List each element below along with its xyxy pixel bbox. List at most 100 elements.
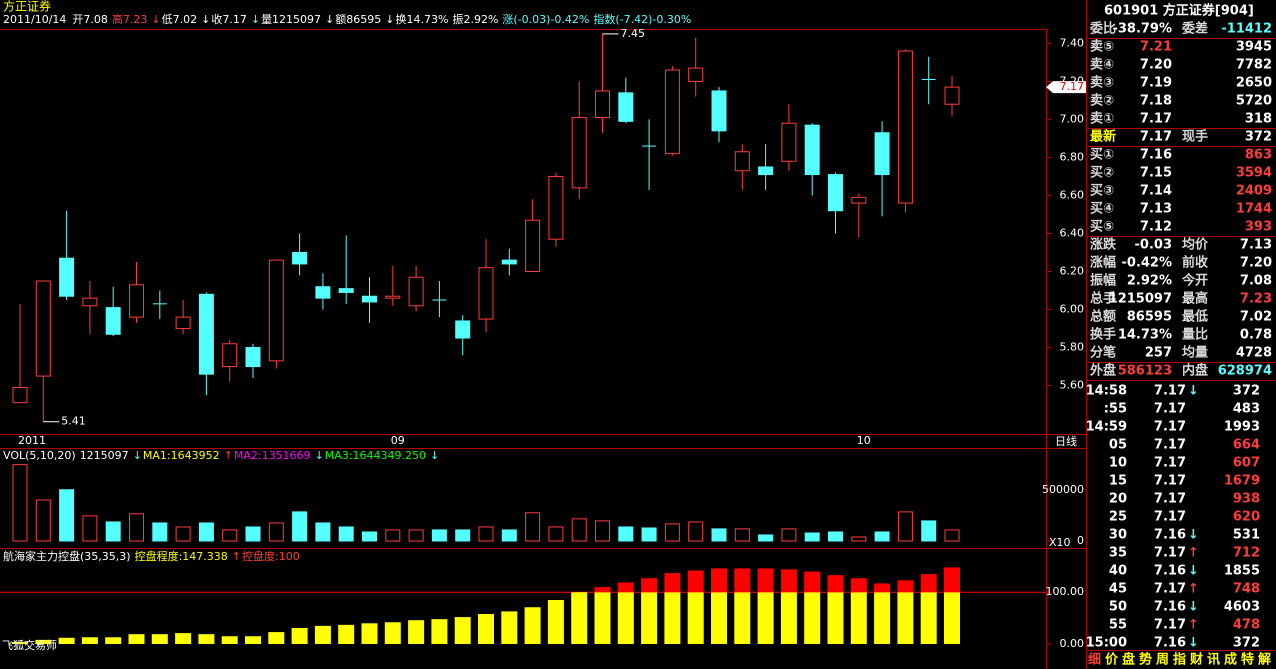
control-bar (431, 619, 448, 644)
control-bar-over (757, 568, 774, 593)
control-bar (757, 592, 774, 644)
stat-value: 257 (1145, 346, 1172, 361)
tab[interactable]: 细 (1088, 652, 1101, 668)
book-price: 7.13 (1140, 202, 1172, 217)
control-bar (850, 592, 867, 644)
volume-bar (804, 532, 820, 542)
tab[interactable]: 周 (1156, 653, 1169, 668)
trade-arrow: ↓ (1188, 384, 1199, 399)
control-bar (12, 641, 28, 644)
volume-bar (82, 515, 98, 542)
volume-bar (198, 522, 214, 542)
stat-label: 最低 (1182, 309, 1208, 325)
candle-body (501, 259, 517, 265)
stat-value: 4728 (1236, 346, 1272, 361)
candle-body (105, 307, 121, 335)
control-bar-over (711, 568, 727, 593)
tab[interactable]: 财 (1190, 652, 1203, 668)
volume-bar (362, 531, 377, 542)
control-bar-over (617, 582, 634, 593)
trade-price: 7.17 (1154, 510, 1186, 525)
y-tick-label: 500000 (1042, 483, 1084, 496)
candle-body (897, 50, 913, 204)
stat-value: 7.08 (1240, 274, 1272, 289)
control-bar (268, 632, 285, 644)
control-bar (338, 624, 355, 644)
x-tick-label: 09 (391, 434, 405, 447)
candle-body (571, 117, 587, 189)
tab[interactable]: 指 (1173, 652, 1186, 668)
candle-body (478, 267, 494, 320)
candle-body (315, 286, 331, 299)
trade-time: 05 (1109, 438, 1127, 453)
control-bar (81, 637, 98, 644)
tab[interactable]: 特 (1241, 652, 1254, 668)
candle-body (362, 295, 377, 303)
volume-bar (315, 522, 331, 542)
trade-price: 7.17 (1154, 420, 1186, 435)
stat-label: 总额 (1090, 309, 1116, 325)
stat-value: 7.23 (1240, 292, 1272, 307)
trade-price: 7.16 (1154, 636, 1186, 651)
trade-time: 20 (1109, 492, 1127, 507)
stat-label: 均价 (1182, 237, 1209, 253)
control-bar (361, 623, 378, 644)
trade-time: 25 (1109, 510, 1127, 525)
trade-volume: 938 (1233, 492, 1260, 507)
stat-value: 86595 (1127, 310, 1172, 325)
book-label: 卖② (1090, 93, 1114, 109)
trade-time: 14:59 (1086, 420, 1127, 435)
header-item: ↓ (385, 13, 394, 26)
header-item: 低7.02 (162, 13, 198, 26)
control-bar (524, 607, 541, 644)
volume-bar (688, 521, 704, 542)
control-bar (175, 633, 192, 644)
book-price: 7.18 (1140, 94, 1172, 109)
legend-item: 控盘程度:147.338 (135, 549, 228, 563)
stat-label: 涨幅 (1089, 255, 1116, 271)
stat-label: 最新 (1090, 129, 1116, 145)
tab[interactable]: 盘 (1122, 652, 1135, 668)
control-bar (198, 634, 215, 644)
tab[interactable]: 势 (1139, 652, 1152, 668)
y-tick-label: 5.60 (1060, 379, 1085, 392)
tab[interactable]: 解 (1257, 652, 1271, 668)
candle-body (245, 347, 261, 368)
book-price: 7.16 (1140, 148, 1172, 163)
legend-item: 航海家主力控盘(35,35,3) (3, 549, 131, 563)
book-volume: 318 (1245, 112, 1272, 127)
volume-bar (944, 529, 960, 542)
legend-item: ↓ (430, 449, 439, 462)
tab[interactable]: 成 (1224, 652, 1237, 668)
control-bar (408, 620, 425, 644)
book-price: 7.20 (1140, 58, 1172, 73)
header-item: 振2.92% (452, 12, 498, 26)
trade-price: 7.17 (1154, 618, 1186, 633)
trade-time: 30 (1109, 528, 1127, 543)
book-volume: 3594 (1236, 166, 1272, 181)
legend-item: 控盘度:100 (242, 549, 300, 563)
trade-arrow: ↑ (1188, 618, 1199, 633)
trade-price: 7.16 (1154, 600, 1186, 615)
trade-arrow: ↓ (1188, 528, 1199, 543)
trade-volume: 531 (1233, 528, 1260, 543)
candle-body (12, 386, 28, 404)
volume-bar (478, 526, 494, 542)
tab[interactable]: 讯 (1207, 653, 1220, 668)
stat-value: 2.92% (1127, 274, 1172, 289)
stat-value: -38.79% (1112, 22, 1172, 37)
stat-label: 最高 (1182, 291, 1208, 307)
book-volume: 2650 (1236, 76, 1272, 91)
period-label: 日线 (1055, 434, 1077, 448)
stat-value: 1215097 (1109, 292, 1172, 307)
trade-time: 15 (1109, 474, 1127, 489)
trade-arrow: ↓ (1188, 600, 1199, 615)
volume-bar (897, 511, 913, 542)
trade-price: 7.17 (1154, 402, 1186, 417)
control-bar-over (594, 587, 611, 593)
trade-volume: 483 (1233, 402, 1260, 417)
control-bar (547, 600, 564, 644)
tab[interactable]: 价 (1105, 653, 1119, 668)
stat-label: 外盘 (1089, 363, 1116, 379)
